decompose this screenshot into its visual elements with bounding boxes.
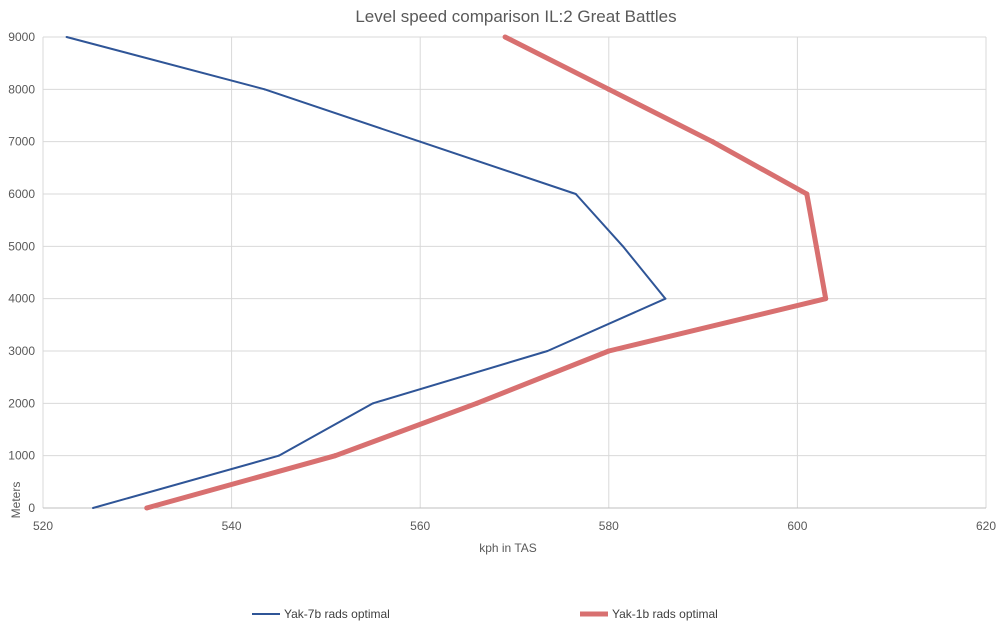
series-1-point (546, 350, 549, 352)
y-tick-label: 7000 (8, 135, 35, 149)
x-tick-label: 580 (599, 519, 619, 533)
series-2-point (332, 453, 338, 459)
series-lines (65, 34, 829, 511)
x-tick-label: 560 (410, 519, 430, 533)
series-1-point (263, 88, 266, 91)
series-1-point (419, 140, 422, 143)
series-1-point (664, 297, 667, 300)
series-2-point (144, 505, 150, 511)
y-tick-label: 0 (28, 501, 35, 515)
series-2-point (823, 296, 829, 302)
series-1-point (277, 454, 280, 457)
legend-label-1: Yak-7b rads optimal (284, 607, 390, 621)
series-2-point (606, 348, 612, 354)
y-tick-label: 9000 (8, 30, 35, 44)
series-2-point (813, 243, 819, 249)
series-line-1 (66, 36, 667, 509)
gridlines (42, 36, 987, 509)
legend: Yak-7b rads optimal Yak-1b rads optimal (252, 607, 718, 621)
y-tick-label: 3000 (8, 344, 35, 358)
series-2-point (710, 139, 716, 145)
series-line-2 (146, 34, 829, 511)
y-tick-label: 6000 (8, 187, 35, 201)
x-axis-title: kph in TAS (479, 541, 537, 555)
y-tick-label: 1000 (8, 449, 35, 463)
series-1-point (91, 507, 94, 509)
series-1-point (65, 36, 68, 38)
x-tick-label: 540 (222, 519, 242, 533)
chart-title: Level speed comparison IL:2 Great Battle… (355, 7, 676, 26)
series-2-point (804, 191, 810, 197)
legend-label-2: Yak-1b rads optimal (612, 607, 718, 621)
x-tick-label: 520 (33, 519, 53, 533)
x-tick-label: 620 (976, 519, 996, 533)
y-tick-label: 8000 (8, 82, 35, 96)
x-tick-label: 600 (787, 519, 807, 533)
series-2-point (502, 34, 508, 40)
y-tick-label: 2000 (8, 396, 35, 410)
series-2-point (606, 86, 612, 92)
axes: 0 1000 2000 3000 4000 5000 6000 7000 8000 9000 520… (8, 30, 996, 533)
y-axis-title: Meters (9, 482, 23, 519)
series-1-point (574, 193, 577, 195)
series-1-point (372, 402, 375, 405)
series-1-point (621, 245, 624, 248)
y-tick-label: 5000 (8, 239, 35, 253)
y-tick-label: 4000 (8, 292, 35, 306)
series-2-point (474, 400, 480, 406)
